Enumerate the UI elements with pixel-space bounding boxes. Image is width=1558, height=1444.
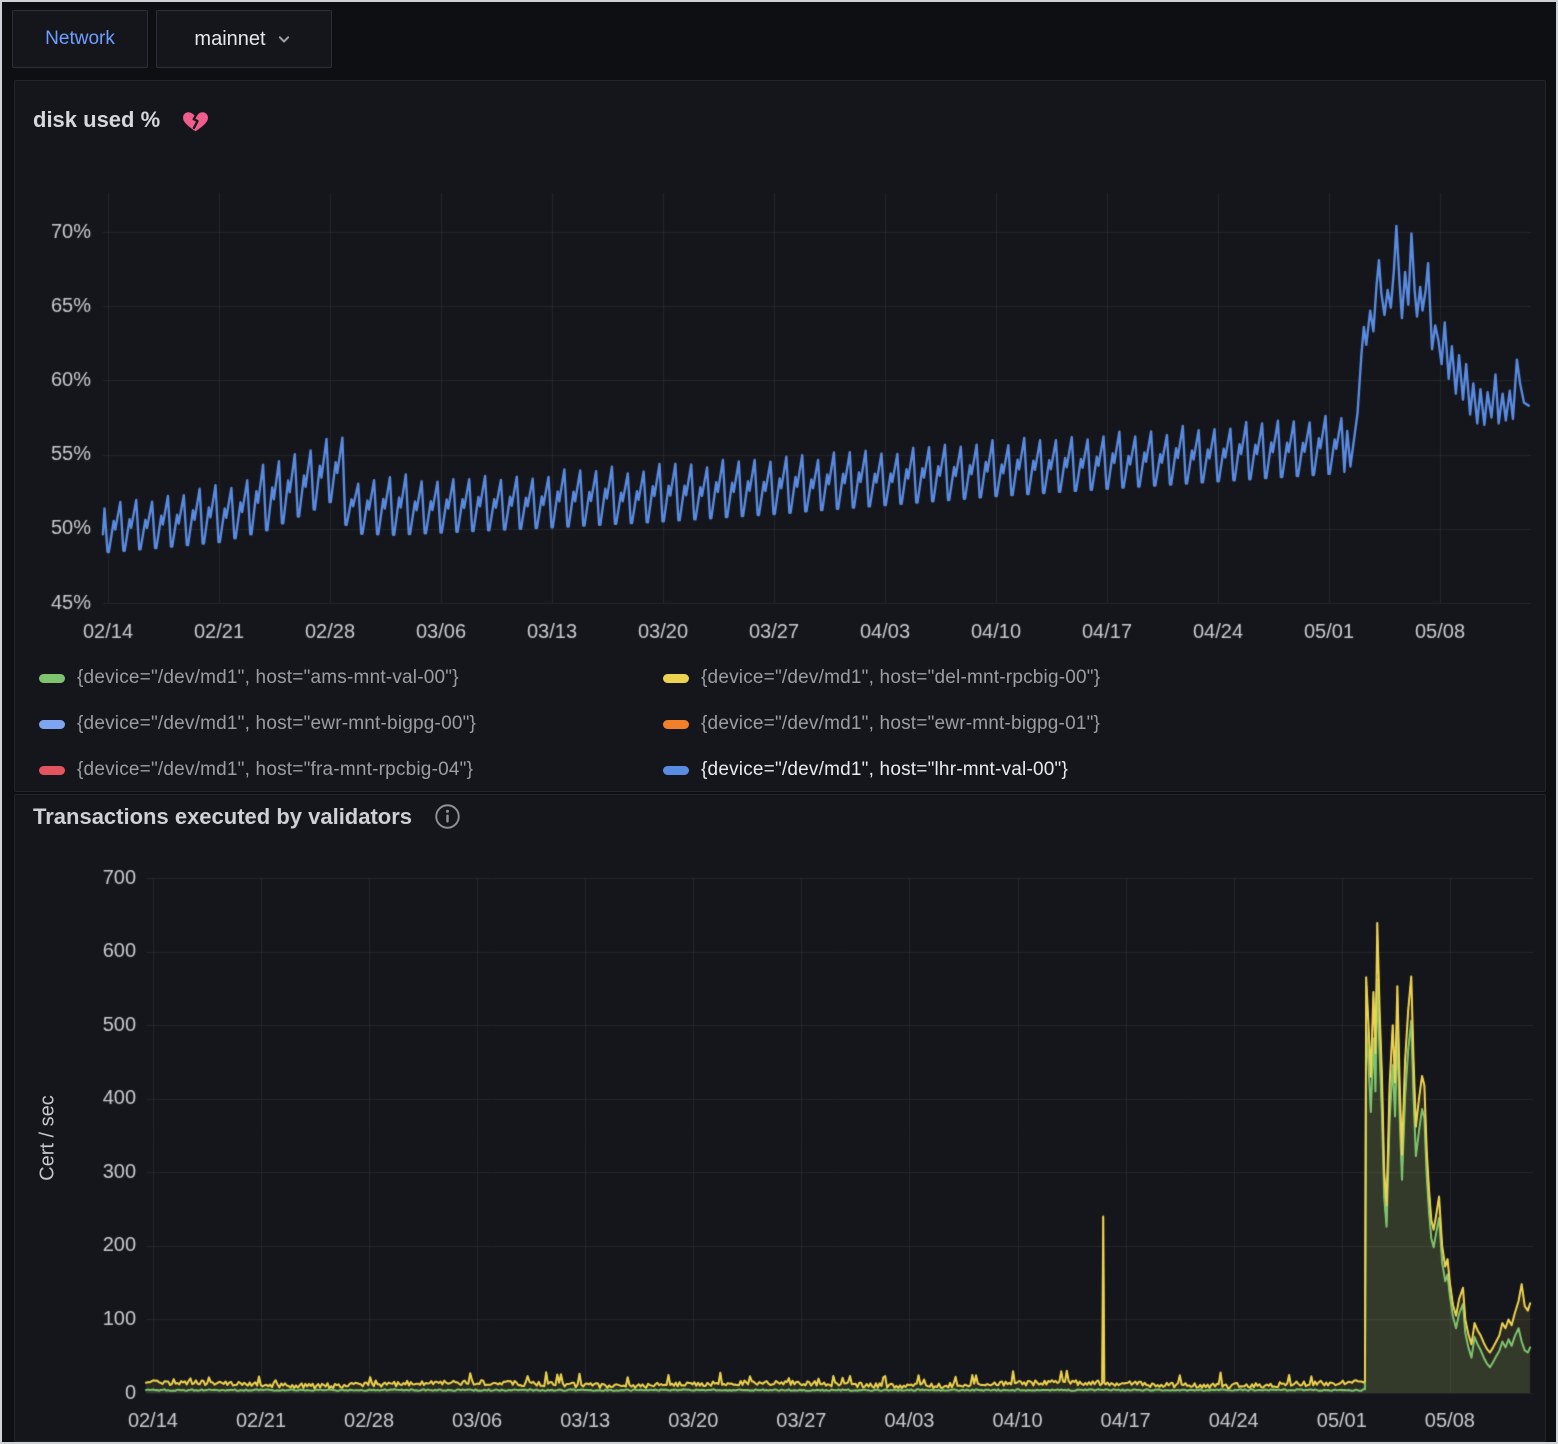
legend-item-ewr-mnt-bigpg-01[interactable]: {device="/dev/md1", host="ewr-mnt-bigpg-… <box>663 701 1529 747</box>
legend-swatch <box>663 720 689 729</box>
disk-used-chart-canvas[interactable] <box>15 81 1545 653</box>
chevron-down-icon <box>274 29 294 49</box>
network-variable-label: Network <box>12 10 148 68</box>
network-label-text: Network <box>45 28 115 50</box>
network-value-dropdown[interactable]: mainnet <box>156 10 332 68</box>
transactions-panel: Transactions executed by validators Cert… <box>14 794 1546 1442</box>
legend-label: {device="/dev/md1", host="ewr-mnt-bigpg-… <box>701 713 1100 735</box>
legend-item-lhr-mnt-val-00[interactable]: {device="/dev/md1", host="lhr-mnt-val-00… <box>663 747 1529 793</box>
variable-bar: Network mainnet <box>2 2 1556 76</box>
legend-label: {device="/dev/md1", host="ewr-mnt-bigpg-… <box>77 713 476 735</box>
legend-swatch <box>663 766 689 775</box>
network-value-text: mainnet <box>194 28 265 51</box>
legend-label: {device="/dev/md1", host="ams-mnt-val-00… <box>77 667 459 689</box>
legend-label: {device="/dev/md1", host="lhr-mnt-val-00… <box>701 759 1068 781</box>
tx-chart-canvas[interactable] <box>15 795 1545 1441</box>
disk-used-panel: disk used % {device="/dev/md1", host="am… <box>14 80 1546 792</box>
legend-swatch <box>39 766 65 775</box>
legend-label: {device="/dev/md1", host="del-mnt-rpcbig… <box>701 667 1100 689</box>
legend-swatch <box>39 674 65 683</box>
legend-label: {device="/dev/md1", host="fra-mnt-rpcbig… <box>77 759 473 781</box>
legend-swatch <box>663 674 689 683</box>
dashboard: Network mainnet disk used % {device="/de… <box>0 0 1558 1444</box>
legend-item-del-mnt-rpcbig-00[interactable]: {device="/dev/md1", host="del-mnt-rpcbig… <box>663 655 1529 701</box>
legend-item-ewr-mnt-bigpg-00[interactable]: {device="/dev/md1", host="ewr-mnt-bigpg-… <box>39 701 663 747</box>
legend-item-ams-mnt-val-00[interactable]: {device="/dev/md1", host="ams-mnt-val-00… <box>39 655 663 701</box>
legend-swatch <box>39 720 65 729</box>
legend-item-fra-mnt-rpcbig-04[interactable]: {device="/dev/md1", host="fra-mnt-rpcbig… <box>39 747 663 793</box>
disk-chart-legend: {device="/dev/md1", host="ams-mnt-val-00… <box>39 655 1529 793</box>
